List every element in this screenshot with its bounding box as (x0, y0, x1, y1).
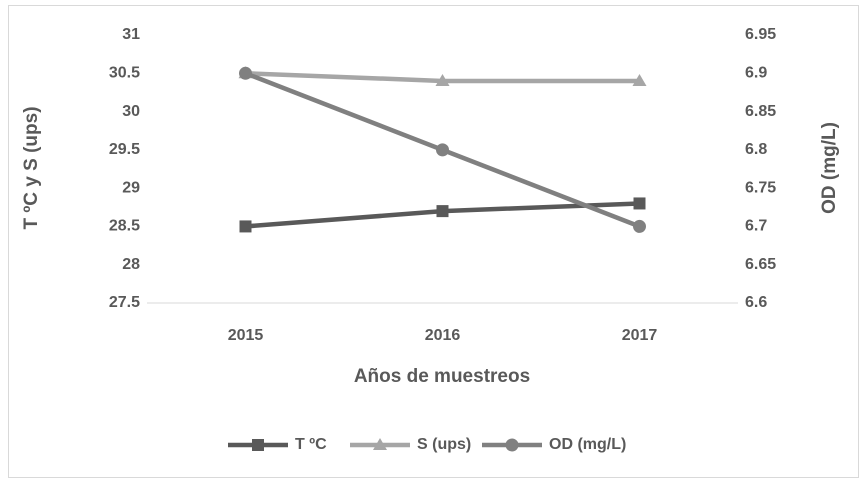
data-point (239, 66, 252, 80)
y-tick-label: 28 (122, 256, 140, 273)
data-point (436, 143, 449, 157)
data-point (436, 205, 449, 218)
y2-tick-label: 6.7 (745, 218, 767, 235)
x-axis-title: Años de muestreos (354, 366, 530, 387)
y-tick-label: 29.5 (109, 141, 140, 158)
data-point (633, 197, 646, 210)
x-tick-label: 2017 (622, 327, 658, 344)
y-tick-label: 27.5 (109, 294, 140, 311)
y2-tick-label: 6.65 (745, 256, 776, 273)
legend-marker (505, 438, 519, 452)
y2-tick-label: 6.85 (745, 103, 776, 120)
legend-marker (252, 439, 264, 451)
x-tick-label: 2016 (425, 327, 461, 344)
data-point (632, 73, 647, 86)
y-tick-label: 30.5 (109, 65, 140, 82)
data-point (239, 220, 252, 233)
x-tick-label: 2015 (228, 327, 264, 344)
y-tick-label: 29 (122, 179, 140, 196)
data-point (435, 73, 450, 86)
legend-label: T ºC (295, 436, 327, 453)
chart-border (8, 5, 859, 478)
legend-marker (373, 438, 387, 450)
y-axis-title: T ºC y S (ups) (21, 106, 42, 229)
y-tick-label: 30 (122, 103, 140, 120)
y2-tick-label: 6.75 (745, 179, 776, 196)
y2-tick-label: 6.8 (745, 141, 767, 158)
legend-label: OD (mg/L) (549, 436, 626, 453)
y2-tick-label: 6.95 (745, 26, 776, 43)
y2-tick-label: 6.9 (745, 65, 767, 82)
legend-label: S (ups) (417, 436, 471, 453)
data-point (633, 219, 646, 233)
y2-axis-title: OD (mg/L) (819, 122, 840, 214)
y2-tick-label: 6.6 (745, 294, 767, 311)
y-tick-label: 31 (122, 26, 140, 43)
y-tick-label: 28.5 (109, 218, 140, 235)
